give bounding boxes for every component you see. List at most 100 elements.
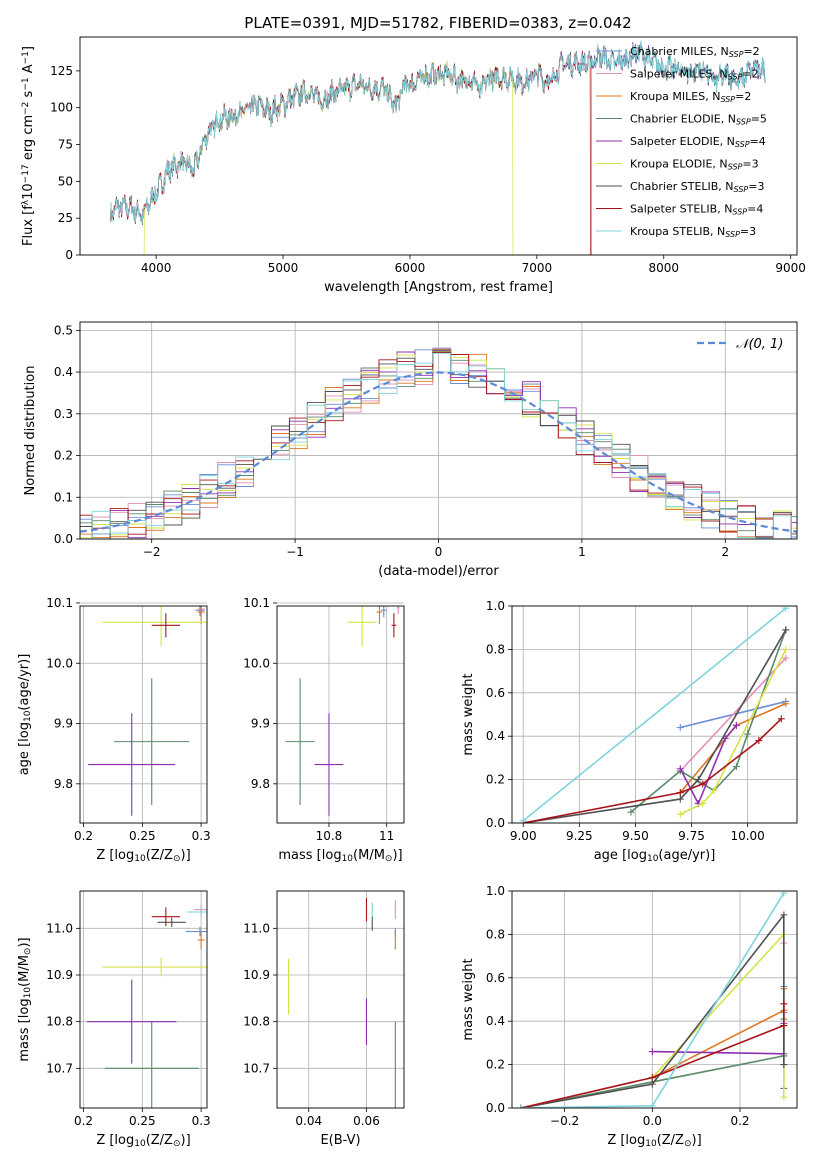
ticks: 10.8 11 9.8 9.9 10.0 10.1 — [243, 596, 394, 843]
x-tick-label: 5000 — [268, 261, 299, 275]
axes-frame — [511, 605, 798, 824]
y-tick-label: 10.8 — [46, 1015, 73, 1029]
x-tick-label: −1 — [286, 545, 304, 559]
legend-entry: Kroupa ELODIE, NSSP=3 — [630, 158, 759, 172]
histogram-kroupa-elodie — [80, 350, 797, 539]
weight-line-salpeter-elodie — [652, 1023, 785, 1055]
y-tick-label: 10.7 — [243, 1061, 270, 1075]
x-tick-label: 0 — [435, 545, 443, 559]
weight-marker — [517, 1104, 525, 1108]
x-tick-label: 10.00 — [730, 829, 764, 843]
x-tick-label: 0.25 — [129, 829, 156, 843]
x-tick-label: 9000 — [775, 261, 806, 275]
weight-line-chabrier-elodie — [630, 629, 787, 813]
ticks: −2 −1 0 1 2 0.0 0.1 0.2 0.3 0.4 0.5 — [54, 323, 729, 559]
weight-marker — [519, 817, 527, 823]
y-tick-label: 0.8 — [486, 927, 505, 941]
weight-marker — [676, 789, 684, 797]
y-axis-label: age [log10(age/yr)] — [17, 654, 33, 776]
ticks: 0.04 0.06 10.7 10.8 10.9 11.0 — [243, 921, 380, 1128]
y-tick-label: 0.4 — [486, 729, 505, 743]
weight-marker — [780, 891, 788, 897]
legend-entry: Chabrier MILES, NSSP=2 — [630, 45, 760, 59]
weight-marker — [710, 786, 718, 794]
y-tick-label: 9.9 — [251, 717, 270, 731]
weight-lines — [519, 606, 790, 823]
weight-line-salpeter-stelib — [520, 1003, 785, 1108]
weight-marker — [780, 911, 788, 919]
weight-line-kroupa-elodie — [679, 649, 787, 816]
x-tick-label: 4000 — [141, 261, 172, 275]
y-tick-label: 9.8 — [54, 777, 73, 791]
y-tick-label: 0.6 — [486, 686, 505, 700]
y-axis-label: Flux [fλ10−17 erg cm−2 s−1 A−1] — [21, 46, 36, 246]
y-tick-label: 11.0 — [46, 921, 73, 935]
weight-marker — [780, 1061, 788, 1069]
x-tick-label: 1 — [578, 545, 586, 559]
x-tick-label: 0.06 — [353, 1114, 380, 1128]
weight-marker — [732, 721, 740, 729]
y-tick-label: 0.4 — [486, 1014, 505, 1028]
weight-lines — [517, 891, 788, 1108]
spectrum-line-kroupa-stelib — [110, 40, 766, 224]
histogram-kroupa-stelib — [80, 352, 797, 539]
y-tick-label: 1.0 — [486, 599, 505, 613]
axes-frame — [276, 890, 405, 1109]
weight-marker — [780, 1000, 788, 1008]
x-tick-label: 11 — [379, 829, 394, 843]
spectrum-lines — [110, 40, 766, 255]
weight-marker — [732, 763, 740, 771]
normal-curve — [80, 371, 797, 533]
legend-entry: Kroupa MILES, NSSP=2 — [630, 90, 751, 104]
histogram-chabrier-stelib — [80, 351, 797, 539]
x-tick-label: 0.3 — [192, 829, 211, 843]
legend-entry: Kroupa STELIB, NSSP=3 — [630, 225, 756, 239]
y-tick-label: 11.0 — [243, 921, 270, 935]
age-vs-metallicity-plot: 0.2 0.25 0.3 9.8 9.9 10.0 10.1 Z [log10(Z/Z⊙)] a… — [17, 596, 211, 864]
weight-line-kroupa-stelib — [522, 607, 787, 822]
weight-marker — [744, 730, 752, 738]
weight-vs-metallicity-plot: −0.2 0.0 0.2 0.0 0.2 0.4 0.6 0.8 1.0 Z [log10(Z/Z… — [461, 884, 798, 1149]
y-tick-label: 0.0 — [486, 816, 505, 830]
histogram-salpeter-stelib — [80, 352, 797, 539]
y-tick-label: 0.2 — [54, 449, 73, 463]
x-tick-label: 0.2 — [730, 1114, 749, 1128]
ticks: −0.2 0.0 0.2 0.0 0.2 0.4 0.6 0.8 1.0 — [486, 884, 750, 1128]
x-tick-label: 0.2 — [74, 829, 93, 843]
error-bars — [88, 606, 207, 816]
x-tick-label: 0.04 — [295, 1114, 322, 1128]
figure-title: PLATE=0391, MJD=51782, FIBERID=0383, z=0… — [244, 14, 631, 32]
age-vs-mass-plot: 10.8 11 9.8 9.9 10.0 10.1 mass [log10(M/M⊙)] — [243, 596, 405, 864]
weight-marker — [782, 654, 790, 662]
x-tick-label: 9.50 — [622, 829, 649, 843]
x-axis-label: age [log10(age/yr)] — [594, 848, 716, 864]
legend-entry: Chabrier STELIB, NSSP=3 — [630, 180, 764, 194]
x-axis-label: Z [log10(Z/Z⊙)] — [607, 1133, 701, 1149]
y-tick-label: 10.8 — [243, 1015, 270, 1029]
weight-marker — [676, 810, 684, 818]
y-tick-label: 0.5 — [54, 323, 73, 337]
grid — [80, 322, 797, 540]
weight-marker — [648, 1080, 656, 1088]
y-tick-label: 0.2 — [486, 773, 505, 787]
error-bars — [87, 905, 207, 1108]
y-tick-label: 10.9 — [243, 968, 270, 982]
y-tick-label: 0.4 — [54, 365, 73, 379]
x-tick-label: 0.3 — [192, 1114, 211, 1128]
weight-marker — [699, 780, 707, 788]
legend-entry: Salpeter MILES, NSSP=2 — [630, 68, 759, 82]
y-tick-label: 10.1 — [243, 596, 270, 610]
x-axis-label: E(B-V) — [320, 1133, 360, 1148]
y-tick-label: 10.0 — [46, 656, 73, 670]
mass-vs-ebv-plot: 0.04 0.06 10.7 10.8 10.9 11.0 E(B-V) — [243, 890, 405, 1148]
axes-frame — [276, 605, 405, 824]
x-axis-label: mass [log10(M/M⊙)] — [278, 848, 402, 864]
x-axis-label: (data-model)/error — [378, 564, 499, 579]
x-tick-label: 10.8 — [316, 829, 343, 843]
y-tick-label: 0 — [65, 248, 73, 262]
y-tick-label: 100 — [50, 101, 73, 115]
x-axis-label: wavelength [Angstrom, rest frame] — [324, 280, 553, 295]
x-tick-label: 9.00 — [510, 829, 537, 843]
x-tick-label: 0.0 — [643, 1114, 662, 1128]
y-tick-label: 125 — [50, 64, 73, 78]
